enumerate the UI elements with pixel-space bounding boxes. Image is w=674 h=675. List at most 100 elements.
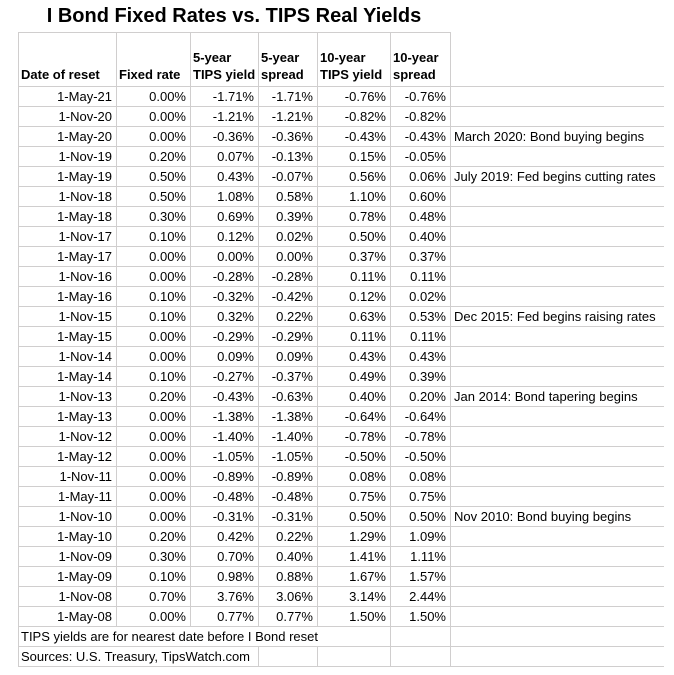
cell-fixed: 0.10% xyxy=(116,566,191,587)
cell-fixed: 0.10% xyxy=(116,306,191,327)
cell-note xyxy=(450,326,664,347)
table-row: 1-Nov-08 0.70% 3.76% 3.06% 3.14% 2.44% xyxy=(18,586,664,607)
cell-tips5: -0.27% xyxy=(190,366,259,387)
cell-note: Jan 2014: Bond tapering begins xyxy=(450,386,664,407)
cell-tips5: 0.77% xyxy=(190,606,259,627)
cell-note xyxy=(450,366,664,387)
table-row: 1-May-08 0.00% 0.77% 0.77% 1.50% 1.50% xyxy=(18,606,664,627)
empty-cell xyxy=(450,626,664,647)
cell-spread5: -0.42% xyxy=(258,286,318,307)
col-header-fixed: Fixed rate xyxy=(116,32,191,87)
cell-fixed: 0.70% xyxy=(116,586,191,607)
header-line-top: 10-year xyxy=(320,50,366,65)
cell-date: 1-May-13 xyxy=(18,406,117,427)
cell-fixed: 0.00% xyxy=(116,86,191,107)
empty-cell xyxy=(450,646,664,667)
cell-tips10: -0.50% xyxy=(317,446,391,467)
rates-table: Date of reset Fixed rate 5-year TIPS yield 5… xyxy=(18,32,664,667)
cell-fixed: 0.10% xyxy=(116,226,191,247)
cell-note xyxy=(450,226,664,247)
cell-date: 1-May-09 xyxy=(18,566,117,587)
cell-tips10: -0.64% xyxy=(317,406,391,427)
cell-spread5: 0.77% xyxy=(258,606,318,627)
table-row: 1-May-17 0.00% 0.00% 0.00% 0.37% 0.37% xyxy=(18,246,664,267)
cell-spread10: -0.76% xyxy=(390,86,451,107)
cell-fixed: 0.20% xyxy=(116,146,191,167)
cell-spread10: -0.78% xyxy=(390,426,451,447)
header-line-bottom: Date of reset xyxy=(21,67,100,82)
cell-spread10: -0.05% xyxy=(390,146,451,167)
table-row: 1-Nov-13 0.20% -0.43% -0.63% 0.40% 0.20% Jan 2… xyxy=(18,386,664,407)
cell-spread5: 0.88% xyxy=(258,566,318,587)
header-line-top: 5-year xyxy=(193,50,232,65)
cell-note: March 2020: Bond buying begins xyxy=(450,126,664,147)
cell-spread10: 0.11% xyxy=(390,326,451,347)
cell-spread10: 0.39% xyxy=(390,366,451,387)
header-row: Date of reset Fixed rate 5-year TIPS yield 5… xyxy=(18,32,664,87)
cell-spread10: 0.11% xyxy=(390,266,451,287)
cell-spread10: 0.20% xyxy=(390,386,451,407)
cell-note xyxy=(450,606,664,627)
cell-spread5: -1.40% xyxy=(258,426,318,447)
table-footer: TIPS yields are for nearest date before … xyxy=(18,626,664,667)
cell-tips10: -0.76% xyxy=(317,86,391,107)
table-row: 1-Nov-09 0.30% 0.70% 0.40% 1.41% 1.11% xyxy=(18,546,664,567)
table-row: 1-May-16 0.10% -0.32% -0.42% 0.12% 0.02% xyxy=(18,286,664,307)
cell-spread10: 0.43% xyxy=(390,346,451,367)
cell-spread5: -0.63% xyxy=(258,386,318,407)
cell-spread5: -1.21% xyxy=(258,106,318,127)
cell-tips5: -1.21% xyxy=(190,106,259,127)
cell-tips10: 1.41% xyxy=(317,546,391,567)
cell-tips10: 0.43% xyxy=(317,346,391,367)
cell-tips5: 0.70% xyxy=(190,546,259,567)
cell-note: July 2019: Fed begins cutting rates xyxy=(450,166,664,187)
cell-spread10: 2.44% xyxy=(390,586,451,607)
cell-spread5: -0.31% xyxy=(258,506,318,527)
cell-tips10: 0.15% xyxy=(317,146,391,167)
cell-date: 1-Nov-15 xyxy=(18,306,117,327)
cell-note xyxy=(450,466,664,487)
cell-note xyxy=(450,246,664,267)
cell-spread5: -0.37% xyxy=(258,366,318,387)
cell-spread10: 0.08% xyxy=(390,466,451,487)
table-row: 1-Nov-12 0.00% -1.40% -1.40% -0.78% -0.78% xyxy=(18,426,664,447)
cell-note xyxy=(450,206,664,227)
cell-tips10: 0.49% xyxy=(317,366,391,387)
cell-tips5: -1.40% xyxy=(190,426,259,447)
table-row: 1-May-20 0.00% -0.36% -0.36% -0.43% -0.43% Mar… xyxy=(18,126,664,147)
cell-date: 1-Nov-12 xyxy=(18,426,117,447)
cell-fixed: 0.00% xyxy=(116,346,191,367)
cell-date: 1-Nov-14 xyxy=(18,346,117,367)
cell-tips5: -1.71% xyxy=(190,86,259,107)
cell-note xyxy=(450,486,664,507)
col-header-annotation xyxy=(450,32,664,87)
cell-fixed: 0.00% xyxy=(116,246,191,267)
cell-spread10: 0.06% xyxy=(390,166,451,187)
cell-date: 1-May-14 xyxy=(18,366,117,387)
cell-spread5: 0.00% xyxy=(258,246,318,267)
cell-date: 1-May-12 xyxy=(18,446,117,467)
cell-tips5: 0.98% xyxy=(190,566,259,587)
cell-spread5: 0.22% xyxy=(258,526,318,547)
cell-date: 1-May-18 xyxy=(18,206,117,227)
cell-note xyxy=(450,406,664,427)
header-line-bottom: spread xyxy=(261,67,304,82)
cell-spread10: 0.50% xyxy=(390,506,451,527)
col-header-tips10: 10-year TIPS yield xyxy=(317,32,391,87)
cell-spread5: -1.05% xyxy=(258,446,318,467)
cell-spread5: -1.38% xyxy=(258,406,318,427)
cell-fixed: 0.30% xyxy=(116,206,191,227)
table-row: 1-Nov-14 0.00% 0.09% 0.09% 0.43% 0.43% xyxy=(18,346,664,367)
header-line-bottom: spread xyxy=(393,67,436,82)
cell-tips5: -0.31% xyxy=(190,506,259,527)
cell-fixed: 0.00% xyxy=(116,466,191,487)
cell-date: 1-Nov-11 xyxy=(18,466,117,487)
cell-date: 1-May-11 xyxy=(18,486,117,507)
cell-fixed: 0.00% xyxy=(116,126,191,147)
empty-cell xyxy=(258,646,318,667)
cell-fixed: 0.00% xyxy=(116,486,191,507)
cell-fixed: 0.00% xyxy=(116,406,191,427)
cell-tips10: 0.56% xyxy=(317,166,391,187)
footnote-text: TIPS yields are for nearest date before … xyxy=(18,626,391,647)
